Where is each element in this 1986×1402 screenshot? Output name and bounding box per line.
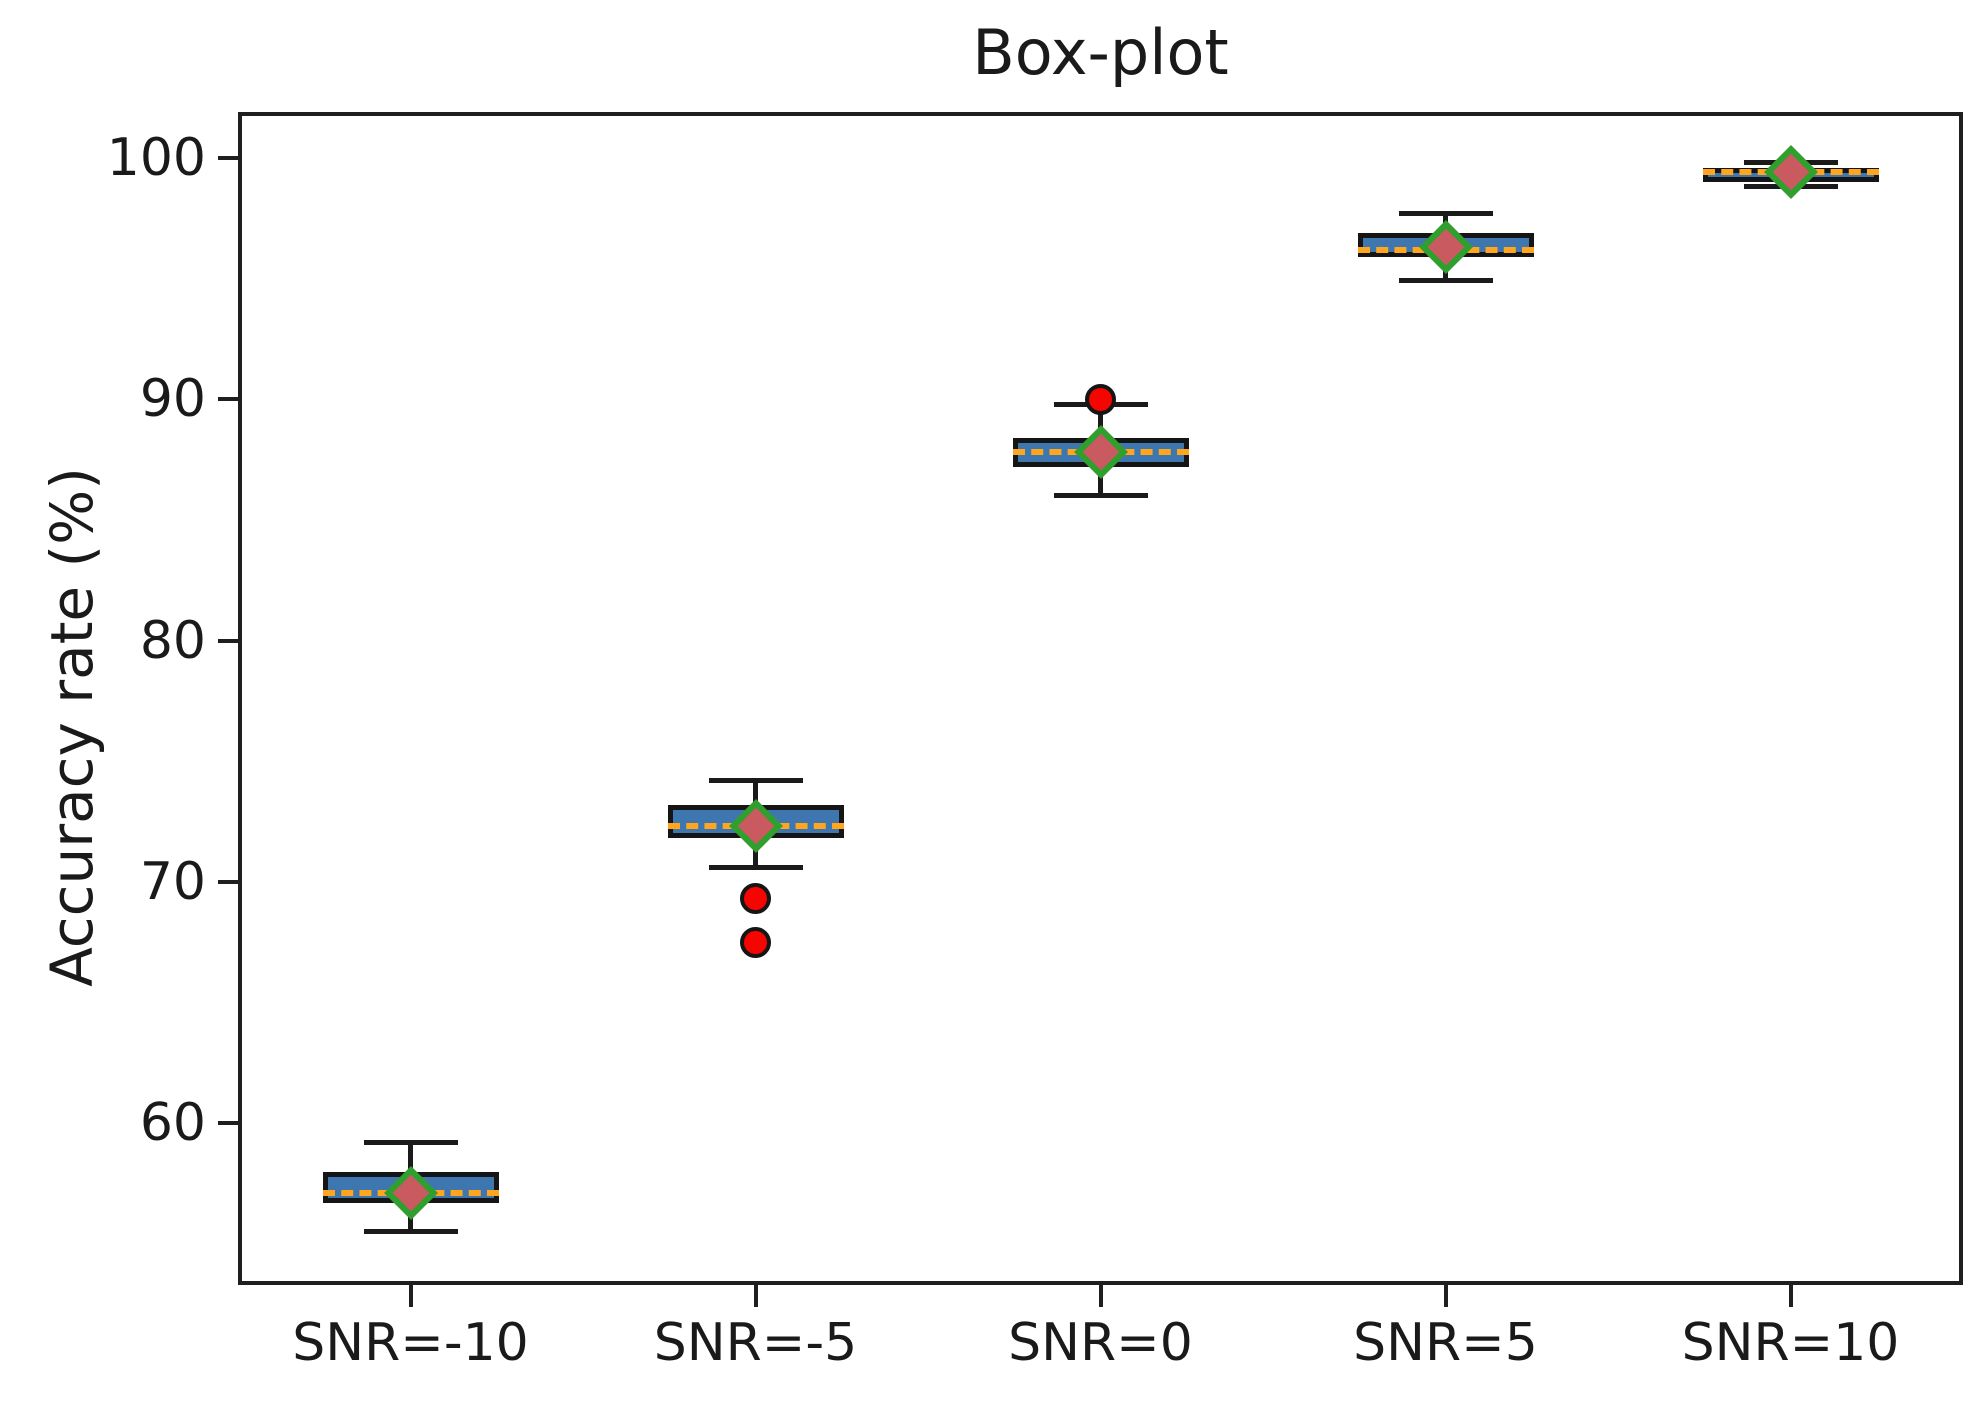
whisker-lower-line — [1098, 466, 1103, 496]
x-tick-mark — [1788, 1285, 1793, 1307]
whisker-upper-line — [408, 1142, 413, 1172]
outlier-point — [1085, 383, 1116, 415]
x-tick-label: SNR=-10 — [292, 1313, 529, 1373]
whisker-lower-cap — [363, 1229, 458, 1235]
x-tick-mark — [1098, 1285, 1103, 1307]
chart-title: Box-plot — [972, 16, 1229, 89]
x-tick-mark — [753, 1285, 758, 1307]
y-tick-label: 60 — [139, 1093, 206, 1154]
whisker-upper-line — [1098, 404, 1103, 438]
x-tick-label: SNR=10 — [1681, 1313, 1900, 1373]
outlier-point — [740, 926, 771, 958]
whisker-lower-cap — [708, 864, 803, 870]
y-tick-label: 100 — [106, 127, 206, 188]
whisker-upper-cap — [1398, 210, 1493, 216]
whisker-lower-cap — [1398, 278, 1493, 284]
y-tick-mark — [218, 155, 238, 160]
plot-area — [238, 112, 1963, 1285]
whisker-lower-cap — [1053, 493, 1148, 499]
y-tick-label: 70 — [139, 851, 206, 912]
whisker-upper-cap — [363, 1140, 458, 1146]
y-tick-mark — [218, 638, 238, 643]
y-tick-mark — [218, 397, 238, 402]
y-tick-label: 90 — [139, 369, 206, 430]
x-tick-label: SNR=5 — [1353, 1313, 1538, 1373]
y-tick-mark — [218, 1121, 238, 1126]
x-tick-mark — [1443, 1285, 1448, 1307]
whisker-upper-cap — [708, 778, 803, 784]
y-tick-mark — [218, 879, 238, 884]
outlier-point — [740, 883, 771, 915]
y-tick-label: 80 — [139, 610, 206, 671]
whisker-upper-line — [753, 780, 758, 805]
x-tick-label: SNR=0 — [1008, 1313, 1193, 1373]
x-tick-label: SNR=-5 — [653, 1313, 858, 1373]
x-tick-mark — [408, 1285, 413, 1307]
